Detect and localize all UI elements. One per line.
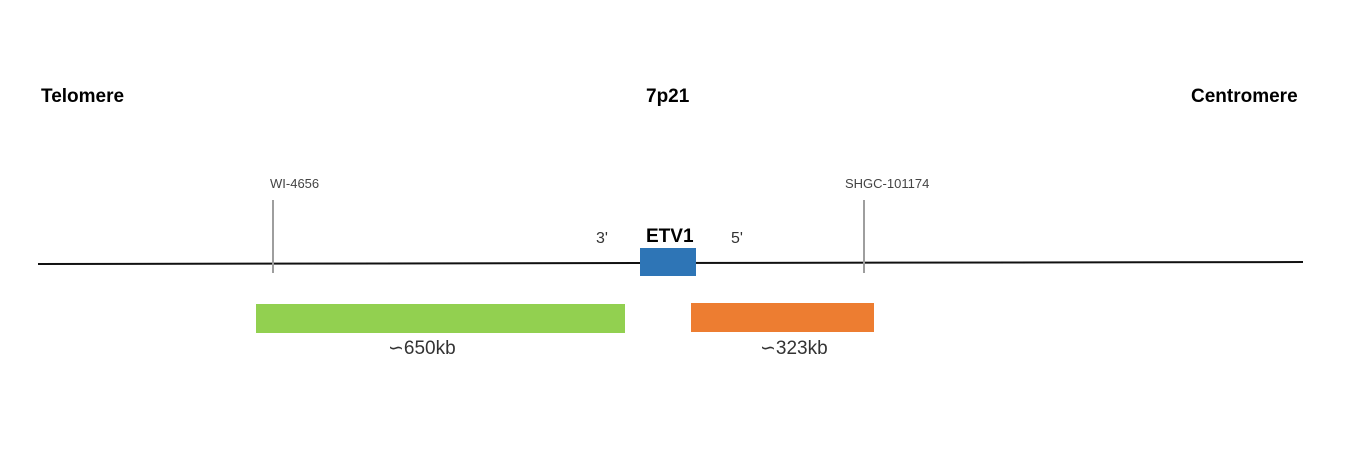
marker-label-wi-4656: WI-4656 <box>270 176 320 191</box>
probe-size-label-orange: ∽323kb <box>760 338 828 359</box>
telomere-label: Telomere <box>41 86 125 107</box>
gene-name-label: ETV1 <box>646 226 694 247</box>
chromosome-band-label: 7p21 <box>646 86 690 107</box>
probe-bar-orange <box>691 303 874 332</box>
three-prime-label: 3' <box>596 230 608 247</box>
probe-size-label-green: ∽650kb <box>388 338 456 359</box>
probe-bar-green <box>256 304 625 333</box>
etv1-gene-box <box>640 248 696 276</box>
marker-tick-wi-4656 <box>272 200 274 273</box>
marker-tick-shgc-101174 <box>863 200 865 273</box>
centromere-label: Centromere <box>1191 86 1298 107</box>
marker-label-shgc-101174: SHGC-101174 <box>845 176 930 191</box>
five-prime-label: 5' <box>731 230 743 247</box>
